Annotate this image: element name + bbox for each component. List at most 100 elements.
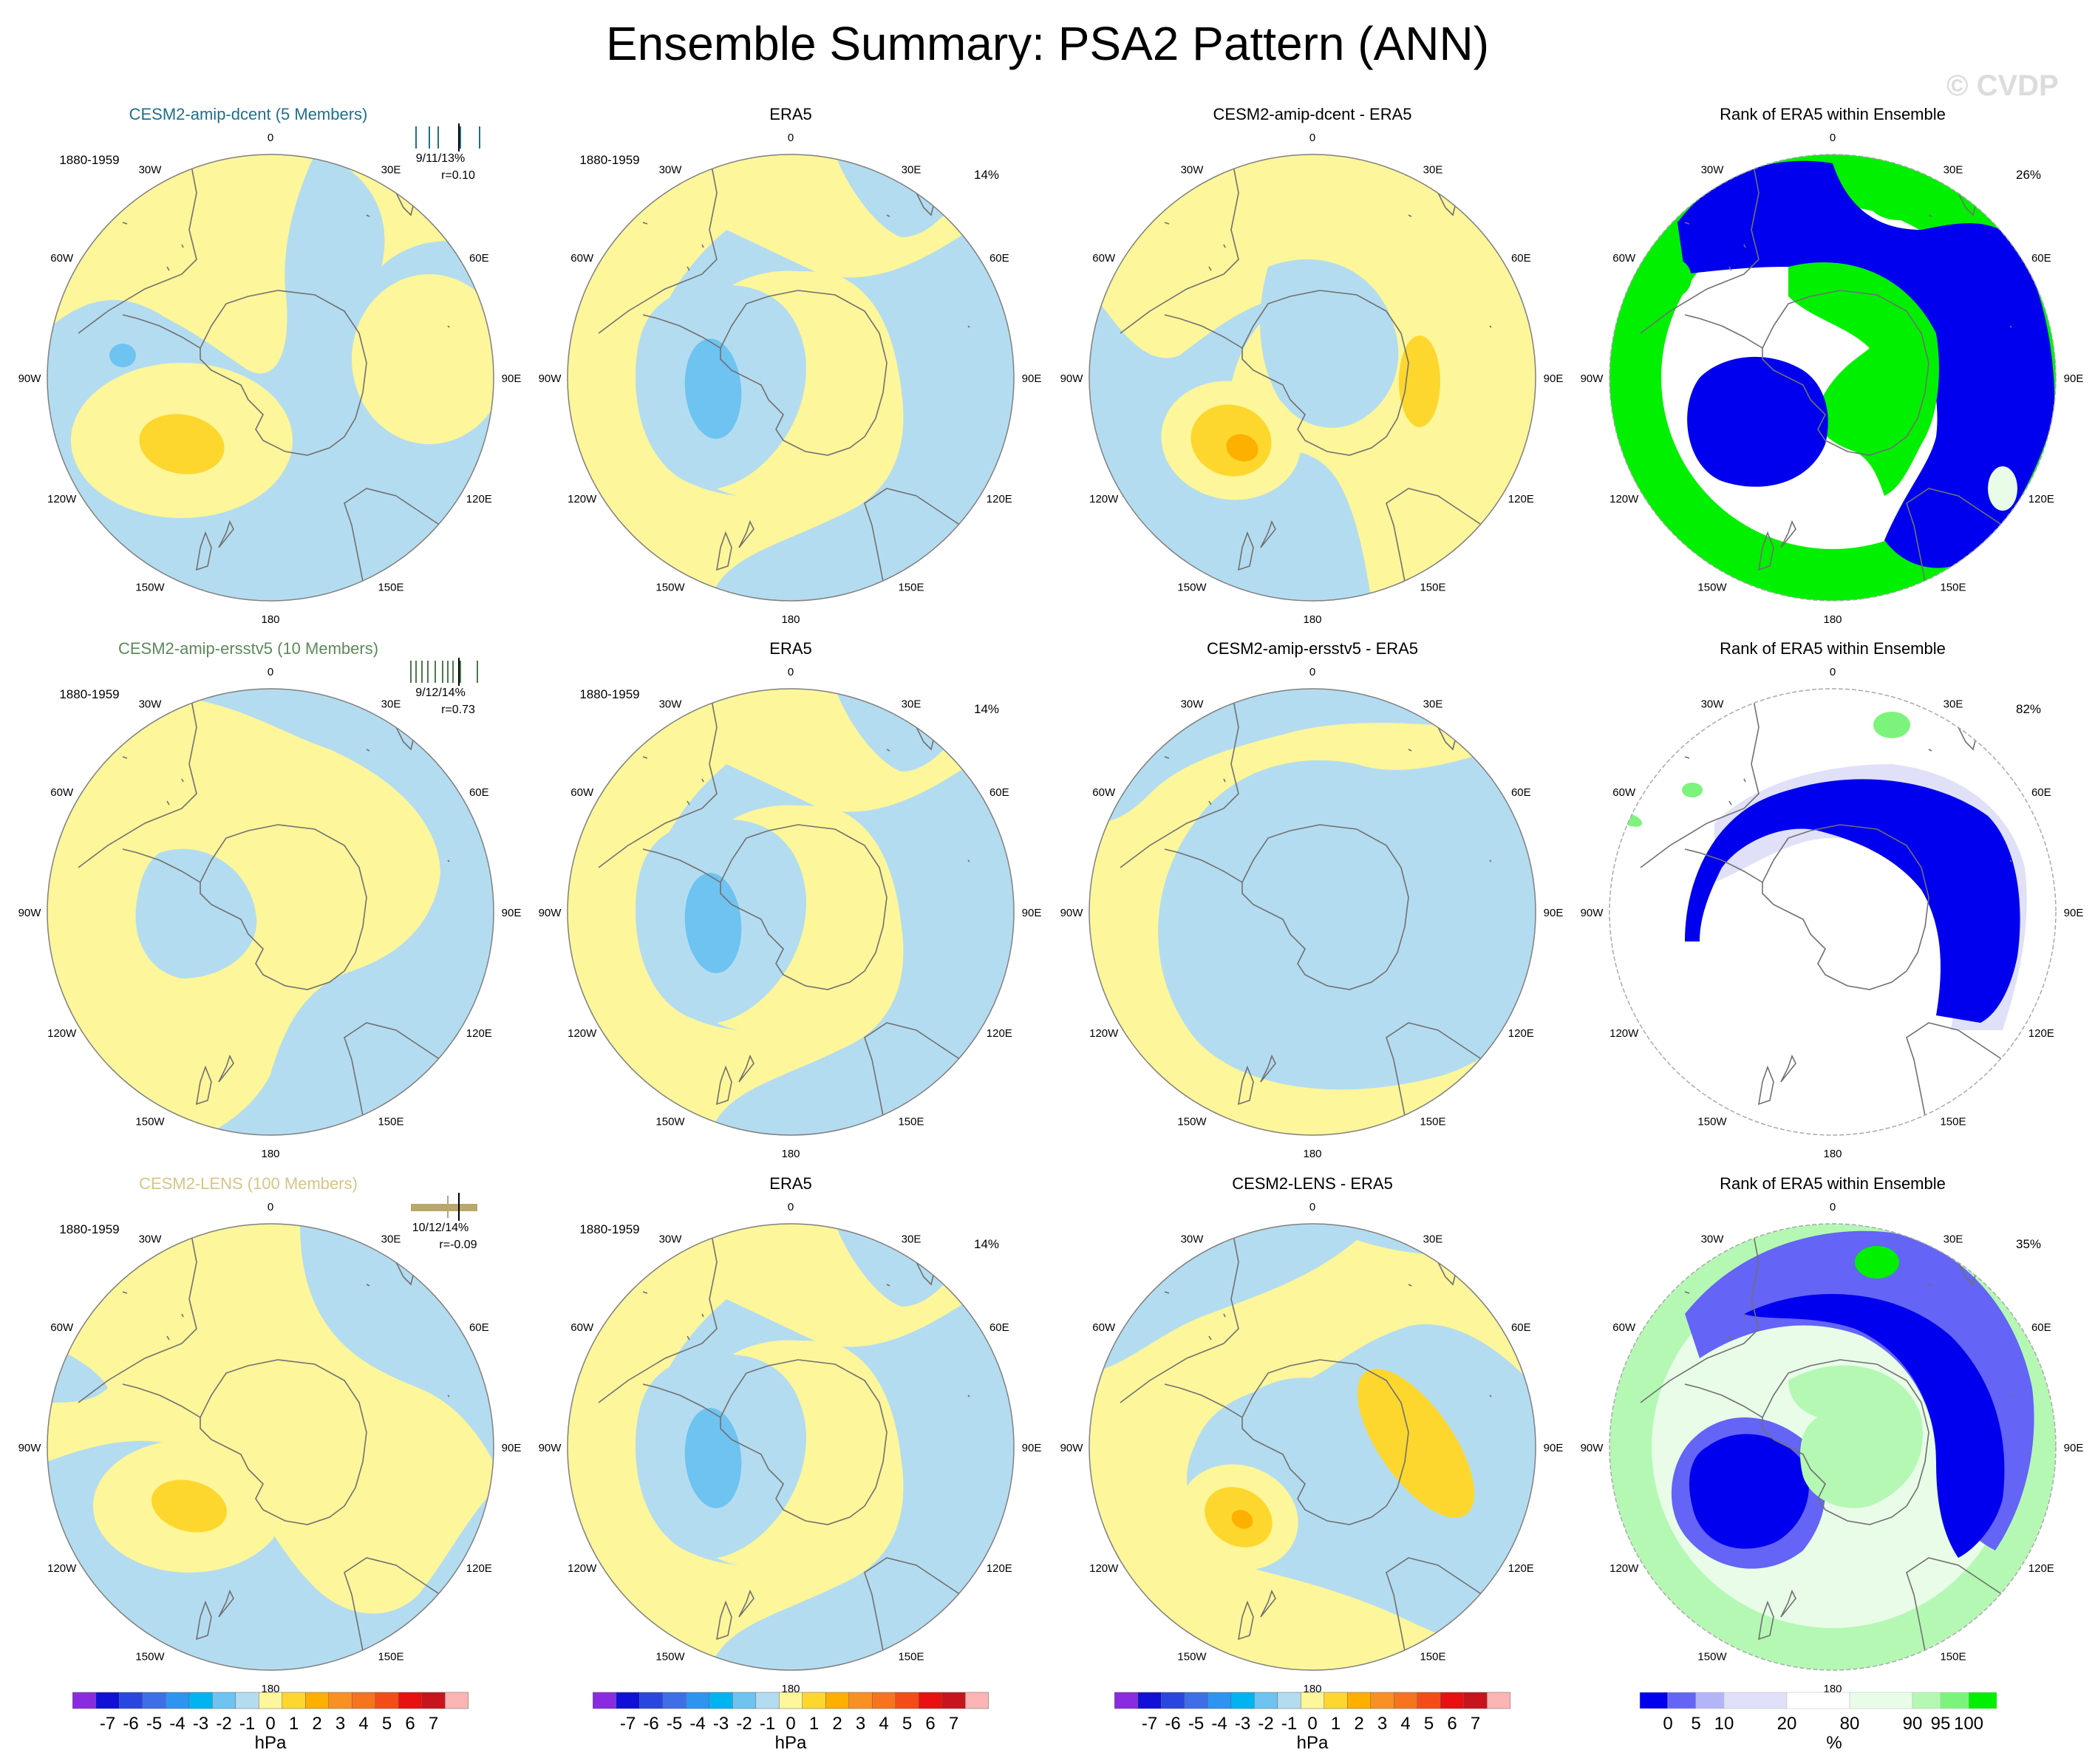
colorbar-swatch: [732, 1692, 757, 1709]
lon-label: 90E: [1022, 907, 1042, 919]
colorbar-swatch: [1417, 1692, 1441, 1709]
lon-label: 30W: [659, 1233, 683, 1246]
lon-label: 60E: [469, 1321, 489, 1334]
lon-label: 90W: [18, 1442, 42, 1454]
colorbar-swatch: [421, 1692, 446, 1709]
coastline-isl: [642, 1284, 970, 1397]
lon-label: 90E: [502, 907, 522, 919]
field-region: [1788, 1365, 1923, 1508]
colorbar-swatch: [919, 1692, 943, 1709]
colorbar-swatch: [1347, 1692, 1372, 1709]
lon-label: 150E: [898, 581, 924, 593]
lon-label: 150E: [1940, 1650, 1966, 1663]
lon-label: 120W: [47, 493, 77, 505]
lon-label: 30W: [139, 698, 163, 711]
colorbar-units: hPa: [255, 1733, 287, 1753]
lon-label: 60W: [50, 1321, 74, 1334]
field-contour: [1682, 783, 1703, 797]
coastline-ant: [200, 1359, 367, 1525]
lon-label: 120W: [1089, 1027, 1119, 1040]
colorbar-tick-label: -4: [689, 1714, 705, 1734]
coastline-sam: [1640, 689, 1760, 868]
colorbar-tick-label: -7: [620, 1714, 636, 1734]
coastline-nz: [1237, 1589, 1276, 1641]
colorbar-tick-label: -5: [146, 1714, 162, 1734]
colorbar-units: hPa: [775, 1733, 807, 1753]
lon-label: 150W: [135, 1650, 165, 1663]
rank-swatch: [1940, 1692, 1969, 1709]
lon-label: 150W: [1177, 581, 1207, 593]
map-frame: [47, 1223, 494, 1671]
colorbar-swatch: [662, 1692, 687, 1709]
colorbar-tick-label: -6: [1165, 1714, 1180, 1734]
panel-1-model: 0 30E 60E 90E 120E 150E 180 150W 120W 90W 60W 30W CE…: [18, 105, 522, 626]
field-region: [1687, 356, 1828, 487]
lon-label: 60E: [2031, 786, 2051, 799]
coastline-nz: [715, 1054, 754, 1106]
map-frame: [567, 688, 1015, 1136]
lon-label: 150W: [655, 581, 685, 593]
coastline-nz: [715, 1589, 754, 1641]
panel-3-rank: 030E60E90E120E150E180150W120W90W60W30WRa…: [1581, 1174, 2084, 1695]
colorbar-tick-label: 80: [1840, 1714, 1860, 1734]
cvdp-watermark: © CVDP: [1946, 69, 2059, 102]
coastline-aus: [864, 1557, 984, 1670]
lon-label: 120W: [1609, 1562, 1639, 1575]
colorbar-swatch: [755, 1692, 780, 1709]
lon-label: 90W: [1060, 907, 1084, 919]
coastline-ant: [720, 290, 888, 456]
coastline-sam: [1120, 689, 1239, 868]
colorbar-tick-label: -5: [1188, 1714, 1204, 1734]
lon-label: 30E: [381, 164, 401, 177]
colorbar-swatch: [375, 1692, 399, 1709]
coastline-isl: [122, 749, 450, 862]
colorbar-tick-label: 6: [405, 1714, 415, 1734]
panel-title: CESM2-amip-dcent (5 Members): [129, 105, 368, 123]
lon-label: 120W: [47, 1562, 77, 1575]
field-region: [1089, 1224, 1536, 1373]
coastline-pen: [122, 848, 201, 883]
period-label: 1880-1959: [579, 1222, 639, 1236]
map-frame: [47, 154, 494, 602]
colorbar-tick-label: -2: [736, 1714, 752, 1734]
lon-label: 150W: [135, 1115, 165, 1128]
panel-2-diff: 0 30E 60E 90E 120E 150E 180 150W 120W 90W 60W 30W CE…: [1060, 639, 1564, 1160]
map-frame: [567, 154, 1015, 602]
colorbar-swatch: [825, 1692, 850, 1709]
coastline-ant: [200, 824, 367, 990]
lon-label: 150W: [655, 1650, 685, 1663]
colorbar-units: hPa: [1297, 1733, 1329, 1753]
lon-label: 0: [1830, 666, 1836, 678]
period-label: 1880-1959: [59, 1222, 119, 1236]
field-region: [1677, 160, 2055, 568]
lon-label: 0: [1309, 1201, 1315, 1213]
lon-label: 30W: [659, 164, 683, 177]
colorbar-swatch: [779, 1692, 803, 1709]
lon-label: 30E: [1944, 698, 1963, 711]
field-contour: [684, 1408, 742, 1508]
rank-swatch: [1968, 1692, 1997, 1709]
field-rank: [1609, 1224, 2056, 1670]
coastline-ant: [1762, 1359, 1929, 1525]
lon-label: 120E: [2028, 1562, 2054, 1575]
colorbar-swatch: [212, 1692, 236, 1709]
coastline-aus: [1386, 1557, 1505, 1670]
colorbar-swatch: [305, 1692, 330, 1709]
coastlines: [1120, 1224, 1505, 1670]
coastline-sam: [78, 154, 197, 334]
panel-2-obs: 0 30E 60E 90E 120E 150E 180 150W 120W 90W 60W 30W ER…: [539, 639, 1042, 1160]
lon-label: 0: [788, 666, 794, 678]
coastlines: [1120, 689, 1505, 1135]
field-region: [1788, 262, 1939, 496]
field-region: [1689, 1434, 1809, 1549]
colorbar-tick-label: -3: [713, 1714, 729, 1734]
colorbar-tick-label: 1: [809, 1714, 819, 1734]
colorbar-swatch: [1463, 1692, 1488, 1709]
colorbar-swatch: [1487, 1692, 1511, 1709]
lon-label: 180: [1303, 1148, 1321, 1160]
panel-title: CESM2-amip-ersstv5 (10 Members): [118, 639, 378, 658]
colorbar-swatch: [166, 1692, 190, 1709]
field-contour: [352, 274, 494, 444]
field-model: [47, 689, 494, 1135]
lon-label: 120E: [1508, 1562, 1534, 1575]
